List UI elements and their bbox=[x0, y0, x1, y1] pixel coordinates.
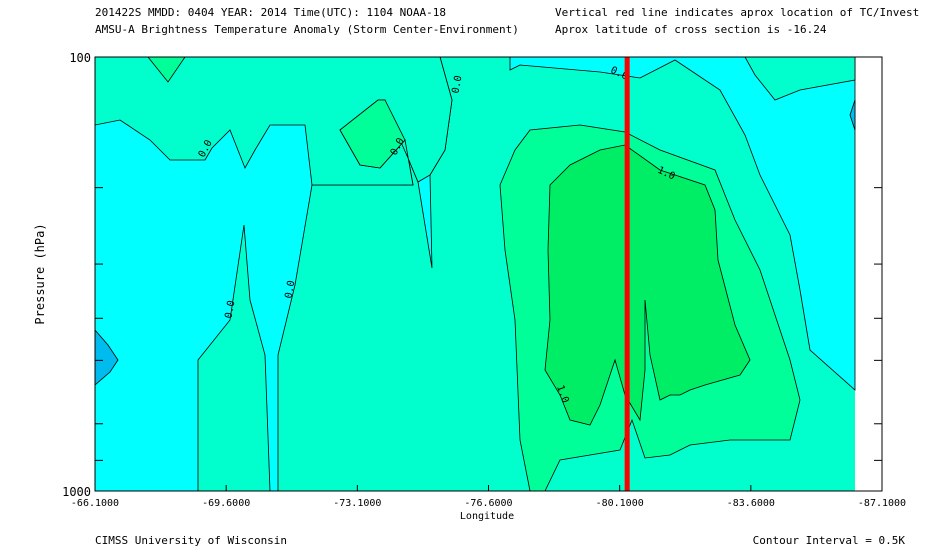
header-title-line: AMSU-A Brightness Temperature Anomaly (S… bbox=[95, 23, 519, 36]
x-tick-label: -87.1000 bbox=[858, 498, 906, 509]
contour-fill-cyan-topright bbox=[509, 57, 856, 391]
contour-fill-blue-right bbox=[849, 99, 856, 131]
header-note-redline: Vertical red line indicates aprox locati… bbox=[555, 6, 920, 19]
x-tick-label: -83.6000 bbox=[727, 498, 775, 509]
contour-fill-green-diamond bbox=[339, 99, 406, 169]
x-tick-label: -80.1000 bbox=[596, 498, 644, 509]
header-product-line: 201422S MMDD: 0404 YEAR: 2014 Time(UTC):… bbox=[95, 6, 446, 19]
contour-fill-blue-left bbox=[95, 329, 119, 386]
contour-chart: 0.0 0.00.00.00.00.01.01.0 -66.1000 -69.600… bbox=[33, 51, 906, 522]
x-tick-label: -76.6000 bbox=[464, 498, 512, 509]
footer-credit: CIMSS University of Wisconsin bbox=[95, 534, 288, 547]
x-tick-label: -69.6000 bbox=[202, 498, 250, 509]
contour-label: 0.0 bbox=[224, 300, 238, 320]
y-axis-label: Pressure (hPa) bbox=[33, 223, 47, 324]
footer-contour-interval: Contour Interval = 0.5K bbox=[752, 534, 905, 547]
x-tick-label: -73.1000 bbox=[333, 498, 381, 509]
contour-fields bbox=[95, 57, 882, 491]
header-note-latitude: Aprox latitude of cross section is -16.2… bbox=[555, 23, 827, 36]
contour-fill-green-core bbox=[544, 144, 751, 426]
x-tick-label: -66.1000 bbox=[71, 498, 119, 509]
y-tick-label: 100 bbox=[69, 51, 91, 65]
contour-label: 0.0 bbox=[284, 280, 298, 300]
contour-fill-green-topright bbox=[744, 57, 856, 101]
y-tick-label: 1000 bbox=[62, 485, 91, 499]
plot-blank-strip bbox=[855, 57, 882, 491]
y-axis: 100 1000 bbox=[62, 51, 882, 499]
x-axis: -66.1000 -69.6000 -73.1000 -76.6000 -80.1000… bbox=[71, 485, 906, 509]
x-axis-label: Longitude bbox=[460, 511, 514, 522]
contour-label: 0.0 bbox=[451, 75, 465, 95]
